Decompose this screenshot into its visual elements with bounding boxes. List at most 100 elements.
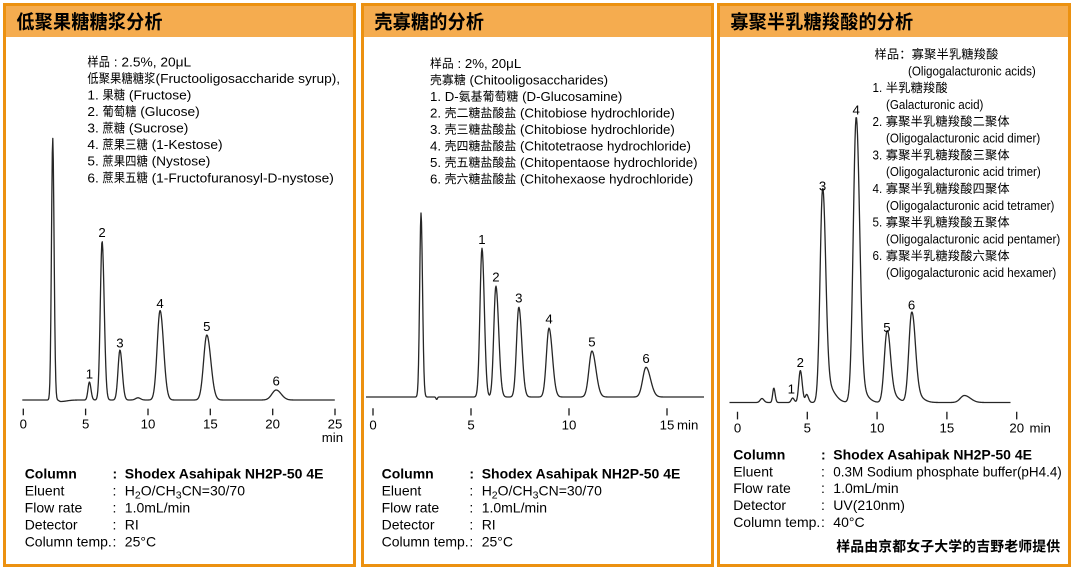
svg-text:10: 10	[141, 417, 156, 432]
svg-text:6.: 6.	[87, 170, 98, 185]
svg-text:5: 5	[804, 420, 811, 435]
svg-text:5: 5	[203, 319, 210, 334]
svg-text:1: 1	[478, 232, 485, 247]
svg-text::: :	[821, 514, 825, 530]
svg-text:Shodex Asahipak NH2P-50 4E: Shodex Asahipak NH2P-50 4E	[833, 447, 1032, 463]
svg-text:(D-Glucosamine): (D-Glucosamine)	[522, 89, 622, 104]
svg-text:RI: RI	[482, 516, 496, 532]
svg-text:Eluent: Eluent	[382, 483, 422, 499]
svg-text:H: H	[125, 483, 135, 499]
svg-text::: :	[113, 466, 118, 482]
svg-text:(Oligogalacturonic acid trimer: (Oligogalacturonic acid trimer)	[886, 164, 1041, 179]
svg-text:3: 3	[116, 336, 123, 351]
svg-text:Eluent: Eluent	[733, 463, 773, 479]
svg-text:(Oligogalacturonic acids): (Oligogalacturonic acids)	[908, 63, 1036, 78]
svg-text:Shodex Asahipak NH2P-50 4E: Shodex Asahipak NH2P-50 4E	[482, 466, 681, 482]
svg-text:1: 1	[788, 382, 795, 397]
svg-text::: :	[113, 516, 117, 532]
svg-text:(Chitobiose hydrochloride): (Chitobiose hydrochloride)	[520, 105, 675, 120]
svg-text:(Chitobiose hydrochloride): (Chitobiose hydrochloride)	[520, 122, 675, 137]
svg-text:1.0mL/min: 1.0mL/min	[125, 500, 190, 516]
svg-text:Detector: Detector	[733, 497, 786, 513]
svg-text::: :	[469, 466, 474, 482]
svg-text:CN=30/70: CN=30/70	[538, 483, 602, 499]
svg-text:(Sucrose): (Sucrose)	[129, 121, 189, 136]
svg-text:0: 0	[734, 420, 741, 435]
svg-text:(Glucose): (Glucose)	[140, 104, 200, 119]
svg-text:4.: 4.	[430, 138, 441, 153]
svg-text:2: 2	[492, 270, 499, 285]
svg-text:6: 6	[272, 374, 279, 389]
svg-text:(1-Fructofuranosyl-D-nystose): (1-Fructofuranosyl-D-nystose)	[152, 170, 334, 185]
svg-text:2: 2	[492, 490, 498, 502]
svg-text:UV(210nm): UV(210nm)	[833, 497, 905, 513]
svg-text:H: H	[482, 483, 492, 499]
svg-text:5.: 5.	[87, 154, 98, 169]
svg-text:: 2.5%, 20μL: : 2.5%, 20μL	[114, 54, 191, 69]
svg-text:RI: RI	[125, 516, 139, 532]
svg-text:2: 2	[135, 490, 141, 502]
svg-text::: :	[469, 516, 473, 532]
svg-text:4.: 4.	[873, 181, 883, 196]
svg-text:10: 10	[562, 417, 577, 432]
svg-text:15: 15	[940, 420, 955, 435]
svg-text:0: 0	[20, 417, 27, 432]
svg-text:(Oligogalacturonic acid hexame: (Oligogalacturonic acid hexamer)	[886, 265, 1056, 280]
svg-text::: :	[469, 533, 473, 549]
svg-text:0.3M Sodium phosphate buffer(p: 0.3M Sodium phosphate buffer(pH4.4)	[833, 463, 1062, 479]
svg-text:Flow rate: Flow rate	[25, 500, 83, 516]
svg-text:3: 3	[176, 490, 182, 502]
svg-text:3.: 3.	[873, 147, 883, 162]
svg-text::: :	[821, 480, 825, 496]
svg-text:6: 6	[908, 298, 915, 313]
svg-text::: :	[821, 447, 826, 463]
svg-text:6.: 6.	[430, 171, 441, 186]
svg-text::: :	[113, 533, 117, 549]
svg-text:(Chitopentaose hydrochloride): (Chitopentaose hydrochloride)	[520, 155, 698, 170]
svg-text:Detector: Detector	[382, 516, 435, 532]
svg-text:(Nystose): (Nystose)	[152, 154, 211, 169]
svg-text:(Chitotetraose hydrochloride): (Chitotetraose hydrochloride)	[520, 138, 691, 153]
svg-text:Column: Column	[25, 466, 77, 482]
svg-text:min: min	[322, 430, 343, 445]
svg-text:Column: Column	[733, 447, 785, 463]
svg-text::: :	[469, 483, 473, 499]
svg-text:Shodex Asahipak NH2P-50 4E: Shodex Asahipak NH2P-50 4E	[125, 466, 324, 482]
svg-text:Column temp.: Column temp.	[382, 533, 469, 549]
svg-text:Column temp.: Column temp.	[733, 514, 820, 530]
svg-text:(1-Kestose): (1-Kestose)	[152, 137, 223, 152]
svg-text:5.: 5.	[873, 215, 883, 230]
svg-text::: :	[821, 497, 825, 513]
svg-text:5: 5	[467, 417, 474, 432]
svg-text:2.: 2.	[873, 114, 883, 129]
svg-text:1: 1	[86, 367, 93, 382]
svg-text:6.: 6.	[873, 248, 883, 263]
svg-text:5: 5	[588, 335, 595, 350]
svg-text:O/CH: O/CH	[498, 483, 533, 499]
svg-text:40°C: 40°C	[833, 514, 864, 530]
svg-text:20: 20	[265, 417, 280, 432]
svg-text:Column temp.: Column temp.	[25, 533, 112, 549]
svg-text:Flow rate: Flow rate	[733, 480, 791, 496]
svg-text:min: min	[677, 417, 698, 432]
svg-text:Flow rate: Flow rate	[382, 500, 440, 516]
svg-text:2: 2	[98, 225, 105, 240]
svg-text:4: 4	[545, 312, 552, 327]
svg-text:Detector: Detector	[25, 516, 78, 532]
svg-text:4: 4	[156, 296, 163, 311]
svg-text:Eluent: Eluent	[25, 483, 65, 499]
svg-text:2.: 2.	[87, 104, 98, 119]
svg-text:min: min	[1030, 420, 1051, 435]
svg-text:0: 0	[369, 417, 376, 432]
svg-text:(Oligogalacturonic acid pentam: (Oligogalacturonic acid pentamer)	[886, 231, 1060, 246]
svg-text:3.: 3.	[430, 122, 441, 137]
svg-text:15: 15	[660, 417, 675, 432]
svg-text:2: 2	[797, 355, 804, 370]
svg-text:25°C: 25°C	[125, 533, 156, 549]
svg-text:5: 5	[82, 417, 89, 432]
svg-text:(Fructose): (Fructose)	[129, 88, 192, 103]
svg-text::: :	[113, 500, 117, 516]
svg-text::: :	[469, 500, 473, 516]
svg-text:1.: 1.	[87, 88, 98, 103]
svg-text:25°C: 25°C	[482, 533, 513, 549]
